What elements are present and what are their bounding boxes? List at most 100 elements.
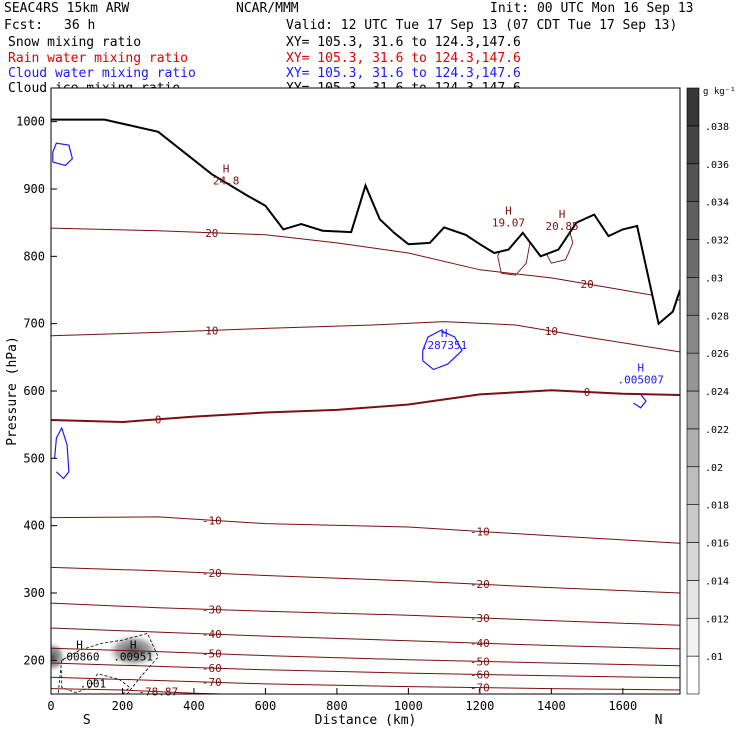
colorbar-tick-label: .016	[705, 539, 729, 550]
y-tick-label: 300	[23, 586, 45, 600]
field-snow-xy: XY= 105.3, 31.6 to 124.3,147.6	[286, 35, 521, 50]
colorbar-segment	[686, 466, 700, 505]
model-title: SEAC4RS 15km ARW	[4, 1, 130, 16]
cloud-water-contour	[422, 329, 463, 371]
forecast-hours: 36 h	[64, 18, 96, 33]
colorbar-segment	[686, 504, 700, 543]
valid-time: Valid: 12 UTC Tue 17 Sep 13 (07 CDT Tue …	[286, 18, 678, 33]
isotherm-label: -40	[202, 628, 222, 641]
x-tick-label: 1400	[537, 699, 566, 713]
snow-contour	[61, 670, 131, 694]
isotherm-line	[51, 662, 680, 679]
y-tick-label: 200	[23, 653, 45, 667]
maximum-marker: H	[637, 362, 644, 375]
maximum-value: .00951	[113, 650, 153, 663]
isotherm-label: 20	[205, 227, 218, 240]
terrain-fill	[51, 88, 680, 324]
isotherm-label: -30	[202, 603, 222, 616]
field-rain-xy: XY= 105.3, 31.6 to 124.3,147.6	[286, 51, 521, 66]
y-tick-label: 1000	[16, 115, 45, 129]
isotherm-line	[51, 389, 680, 424]
y-axis-title: Pressure (hPa)	[5, 336, 20, 446]
isotherm-line	[51, 676, 680, 691]
snow-contour-label: .001	[80, 677, 107, 690]
isotherm-label: 0	[584, 386, 591, 399]
colorbar-segment	[686, 87, 700, 127]
x-tick-label: 1600	[608, 699, 637, 713]
isotherm-label: -50	[470, 655, 490, 668]
x-tick-label: 400	[183, 699, 205, 713]
colorbar-tick-label: .014	[705, 576, 729, 587]
isotherm-line	[51, 321, 680, 353]
isotherm-line	[51, 647, 680, 667]
isotherm-label: -50	[202, 648, 222, 661]
colorbar-tick-label: .038	[705, 122, 729, 133]
field-rain-name: Rain water mixing ratio	[8, 51, 189, 66]
isotherm-label: -20	[470, 578, 490, 591]
maximum-marker: H	[130, 638, 137, 651]
colorbar-tick-label: .028	[705, 311, 729, 322]
colorbar-tick-label: .024	[705, 387, 729, 398]
colorbar-segment	[686, 617, 700, 657]
isotherm-line	[51, 602, 680, 626]
isotherm-label: -40	[470, 637, 490, 650]
colorbar-segment	[686, 428, 700, 468]
colorbar-segment	[686, 655, 700, 695]
colorbar-tick-label: .032	[705, 236, 729, 247]
maximum-value: .005007	[618, 374, 664, 387]
isotherm-label: 10	[545, 325, 558, 338]
isotherm-label: 20	[580, 278, 593, 291]
maximum-value: .287351	[421, 339, 467, 352]
isotherm-label: -70	[202, 676, 222, 689]
colorbar-segment	[686, 390, 700, 430]
field-cloudwater-xy: XY= 105.3, 31.6 to 124.3,147.6	[286, 66, 521, 81]
isotherm-label: 0	[155, 413, 162, 426]
colorbar-tick-label: .012	[705, 614, 729, 625]
isotherm-line	[51, 627, 680, 650]
end-label-north: N	[655, 713, 663, 728]
end-label-south: S	[83, 713, 91, 728]
maximum-marker: H	[559, 208, 566, 221]
colorbar-tick-label: .036	[705, 160, 729, 171]
colorbar-tick-label: .018	[705, 501, 729, 512]
field-cloudwater-name: Cloud water mixing ratio	[8, 66, 196, 81]
colorbar-segment	[686, 580, 700, 619]
colorbar-tick-label: .034	[705, 198, 729, 209]
colorbar-segment	[686, 163, 700, 202]
x-axis-title: Distance (km)	[315, 713, 417, 728]
colorbar-tick-label: .022	[705, 425, 729, 436]
colorbar-tick-label: .01	[705, 652, 723, 663]
maximum-value: .00860	[60, 650, 100, 663]
maximum-value: 20.85	[546, 220, 579, 233]
y-tick-label: 500	[23, 451, 45, 465]
isotherm-label: -20	[202, 567, 222, 580]
isotherm-line	[51, 516, 680, 544]
x-tick-label: 600	[255, 699, 277, 713]
isotherm-label: -10	[470, 525, 490, 538]
snow-contour	[57, 632, 159, 694]
cloud-water-contour	[633, 394, 647, 409]
y-tick-label: 400	[23, 519, 45, 533]
x-tick-label: 1200	[465, 699, 494, 713]
terrain-line	[51, 118, 680, 326]
cloud-water-contour	[54, 426, 70, 480]
organization: NCAR/MMM	[236, 1, 299, 16]
isotherm-label: 10	[205, 324, 218, 337]
y-tick-label: 800	[23, 249, 45, 263]
maximum-value: 24.8	[213, 174, 240, 187]
colorbar-tick-label: .03	[705, 273, 723, 284]
colorbar-segment	[686, 239, 700, 278]
forecast-label: Fcst:	[4, 18, 44, 33]
colorbar-unit: g kg⁻¹	[703, 87, 736, 97]
isotherm-label: -60	[202, 662, 222, 675]
isotherm-label: -10	[202, 514, 222, 527]
cloud-water-contour	[52, 142, 74, 167]
isotherm-line	[51, 566, 680, 594]
isotherm-line	[51, 227, 680, 301]
y-tick-label: 900	[23, 182, 45, 196]
colorbar-segment	[686, 314, 700, 354]
colorbar-segment	[686, 201, 700, 240]
maximum-marker: H	[223, 162, 230, 175]
colorbar-segment	[686, 125, 700, 165]
colorbar-segment	[686, 352, 700, 392]
